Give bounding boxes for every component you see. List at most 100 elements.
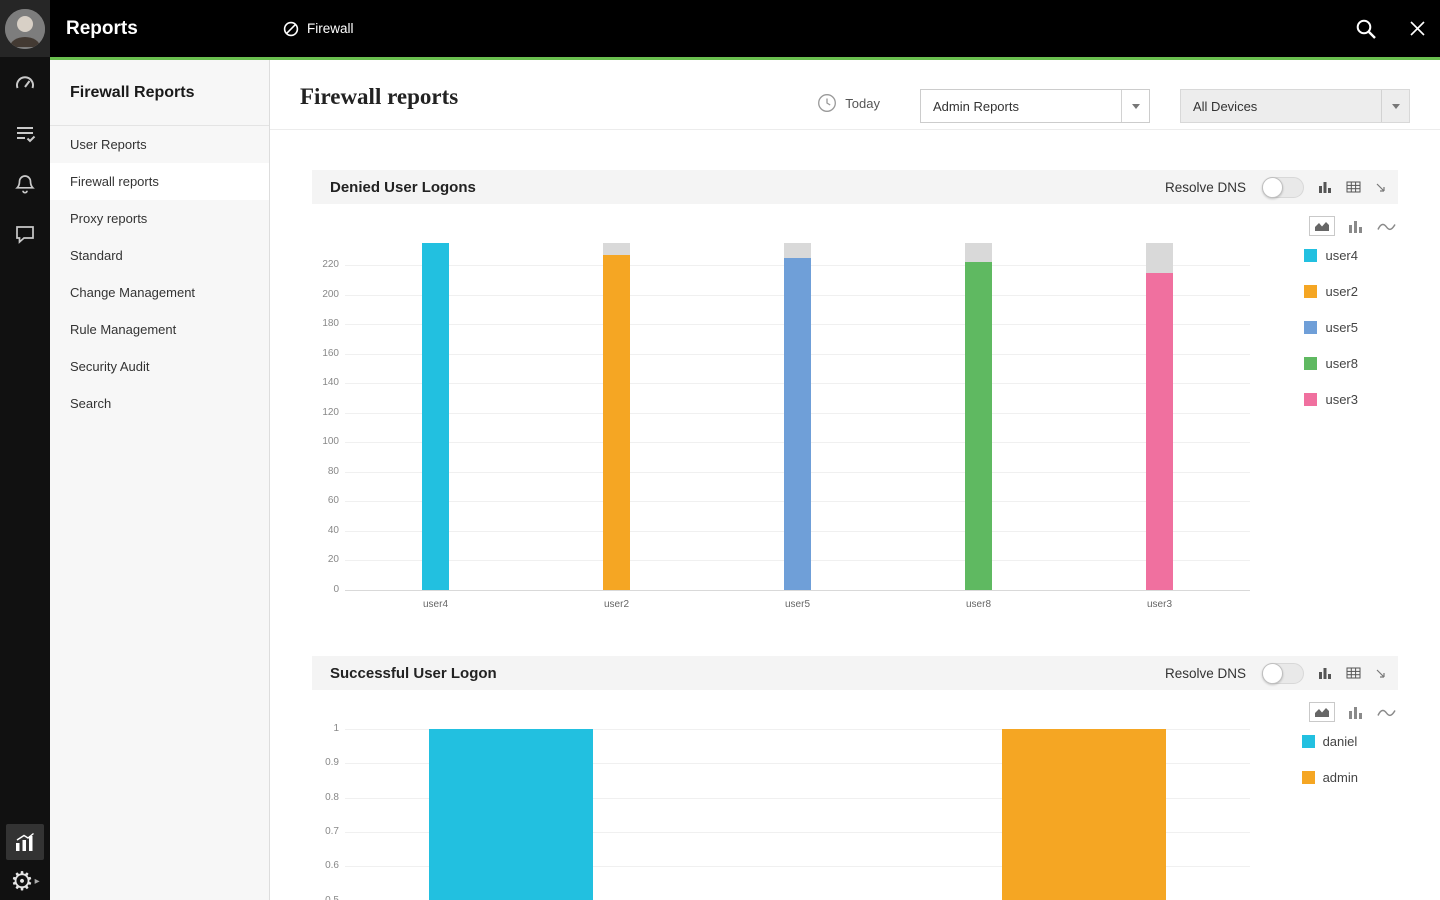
toggle-knob bbox=[1262, 176, 1283, 198]
gear-arrow-icon: ▸ bbox=[34, 875, 40, 887]
y-axis-tick-label: 0.8 bbox=[325, 791, 339, 803]
sidebar-item-security-audit[interactable]: Security Audit bbox=[70, 359, 150, 374]
expand-icon[interactable] bbox=[1375, 668, 1386, 679]
charts-nav-icon[interactable] bbox=[6, 824, 44, 860]
page-header: Firewall reports Today Admin Reports All… bbox=[270, 60, 1440, 130]
bar-user2-denied-logons[interactable] bbox=[603, 254, 630, 590]
sidebar-item-standard[interactable]: Standard bbox=[70, 248, 123, 263]
bar-user5-remainder[interactable] bbox=[784, 243, 811, 258]
sidebar-item-user-reports[interactable]: User Reports bbox=[70, 137, 147, 152]
y-axis-tick-label: 60 bbox=[327, 495, 339, 507]
firewall-tab-icon bbox=[283, 21, 299, 37]
sidebar-item-search[interactable]: Search bbox=[70, 396, 112, 411]
x-axis-category-label: user5 bbox=[784, 599, 810, 610]
settings-gear-icon[interactable]: ⚙ ▸ bbox=[10, 868, 39, 894]
legend-item[interactable]: daniel bbox=[1301, 734, 1358, 749]
legend-item[interactable]: user3 bbox=[1304, 392, 1358, 407]
legend-item[interactable]: user8 bbox=[1304, 356, 1358, 371]
time-filter[interactable]: Today bbox=[817, 93, 880, 113]
time-filter-label: Today bbox=[845, 95, 880, 111]
x-axis-category-label: user2 bbox=[603, 599, 629, 610]
gridline bbox=[345, 763, 1250, 765]
chart-legend: daniel admin bbox=[1301, 734, 1358, 785]
resolve-dns-toggle[interactable] bbox=[1262, 662, 1304, 684]
column-view-icon[interactable] bbox=[1318, 666, 1332, 680]
report-type-dropdown[interactable]: Admin Reports bbox=[920, 89, 1150, 123]
legend-item[interactable]: admin bbox=[1301, 770, 1358, 785]
dashboard-gauge-icon[interactable] bbox=[13, 71, 37, 95]
chart-type-line-icon[interactable] bbox=[1377, 707, 1396, 718]
chart-type-column-icon[interactable] bbox=[1348, 706, 1364, 719]
legend-item[interactable]: user5 bbox=[1304, 320, 1358, 335]
gridline bbox=[345, 831, 1250, 833]
sidebar-heading: Firewall Reports bbox=[50, 60, 269, 126]
x-axis-category-label: user3 bbox=[1146, 599, 1172, 610]
top-bar: Reports Firewall bbox=[0, 0, 1440, 57]
legend-label: user5 bbox=[1325, 320, 1358, 335]
chat-icon[interactable] bbox=[14, 223, 36, 245]
app-title: Reports bbox=[66, 17, 138, 39]
gridline bbox=[345, 729, 1250, 730]
bar-user2-remainder[interactable] bbox=[603, 243, 630, 255]
section-title: Denied User Logons bbox=[330, 178, 476, 196]
bar-user8-remainder[interactable] bbox=[965, 243, 992, 263]
tab-firewall[interactable]: Firewall bbox=[283, 0, 354, 57]
column-view-icon[interactable] bbox=[1318, 180, 1332, 194]
y-axis-tick-label: 160 bbox=[322, 347, 339, 359]
y-axis-tick-label: 120 bbox=[322, 406, 339, 418]
gridline bbox=[345, 590, 1250, 591]
resolve-dns-label: Resolve DNS bbox=[1164, 665, 1246, 681]
legend-item[interactable]: user2 bbox=[1304, 284, 1358, 299]
bar-user3-denied-logons[interactable] bbox=[1146, 272, 1173, 590]
bar-user8-denied-logons[interactable] bbox=[965, 262, 992, 590]
bar-daniel-successful-logons[interactable] bbox=[428, 729, 593, 900]
chart-type-area-icon[interactable] bbox=[1309, 702, 1335, 722]
section-header-successful-logon: Successful User Logon Resolve DNS bbox=[312, 656, 1398, 690]
clock-icon bbox=[817, 93, 837, 113]
section-title: Successful User Logon bbox=[330, 664, 497, 682]
bar-user3-remainder[interactable] bbox=[1146, 243, 1173, 273]
plot-area: 0 20 40 60 80 100 120 140 160 180 200 220 user4 user2… bbox=[322, 243, 1250, 610]
sidebar-item-change-management[interactable]: Change Management bbox=[70, 285, 196, 300]
chart-type-line-icon[interactable] bbox=[1377, 221, 1396, 232]
y-axis-tick-label: 0 bbox=[333, 584, 339, 595]
bar-user5-denied-logons[interactable] bbox=[784, 257, 811, 590]
resolve-dns-toggle[interactable] bbox=[1262, 176, 1304, 198]
device-dropdown[interactable]: All Devices bbox=[1180, 89, 1410, 123]
y-axis-tick-label: 40 bbox=[327, 524, 339, 536]
sidebar-item-firewall-reports[interactable]: Firewall reports bbox=[50, 163, 269, 200]
legend-label: user4 bbox=[1325, 248, 1358, 263]
bar-admin-successful-logons[interactable] bbox=[1002, 729, 1167, 900]
y-axis-tick-label: 180 bbox=[322, 318, 339, 330]
alerts-bell-icon[interactable] bbox=[14, 173, 36, 195]
toggle-knob bbox=[1262, 662, 1283, 684]
close-icon[interactable] bbox=[1409, 20, 1426, 37]
search-icon[interactable] bbox=[1355, 18, 1377, 40]
legend-label: user2 bbox=[1325, 284, 1358, 299]
legend-item[interactable]: user4 bbox=[1304, 248, 1358, 263]
sidebar-item-proxy-reports[interactable]: Proxy reports bbox=[70, 211, 148, 226]
legend-swatch bbox=[1304, 393, 1318, 406]
report-list-icon[interactable] bbox=[14, 123, 36, 145]
table-view-icon[interactable] bbox=[1346, 666, 1361, 680]
firewall-tab-label: Firewall bbox=[307, 21, 354, 36]
resolve-dns-label: Resolve DNS bbox=[1164, 179, 1246, 195]
y-axis-tick-label: 100 bbox=[322, 436, 339, 448]
legend-swatch bbox=[1301, 735, 1315, 748]
expand-icon[interactable] bbox=[1375, 182, 1386, 193]
y-axis-tick-label: 20 bbox=[327, 554, 339, 566]
sidebar-item-rule-management[interactable]: Rule Management bbox=[70, 322, 177, 337]
legend-swatch bbox=[1301, 771, 1315, 784]
user-avatar[interactable] bbox=[0, 0, 50, 57]
bar-user4-denied-logons[interactable] bbox=[422, 243, 449, 590]
sidebar: Firewall Reports User Reports Firewall r… bbox=[50, 60, 270, 900]
y-axis-tick-label: 1 bbox=[333, 723, 339, 734]
legend-swatch bbox=[1304, 357, 1318, 370]
chart-type-area-icon[interactable] bbox=[1309, 216, 1335, 236]
table-view-icon[interactable] bbox=[1346, 180, 1361, 194]
legend-swatch bbox=[1304, 249, 1318, 262]
gear-glyph: ⚙ bbox=[10, 866, 34, 896]
chart-type-column-icon[interactable] bbox=[1348, 220, 1364, 233]
chart-denied-user-logons: user4 user2 user5 user8 user3 0 20 40 60 80 100 12… bbox=[312, 204, 1398, 664]
x-axis-category-label: user8 bbox=[965, 599, 991, 610]
